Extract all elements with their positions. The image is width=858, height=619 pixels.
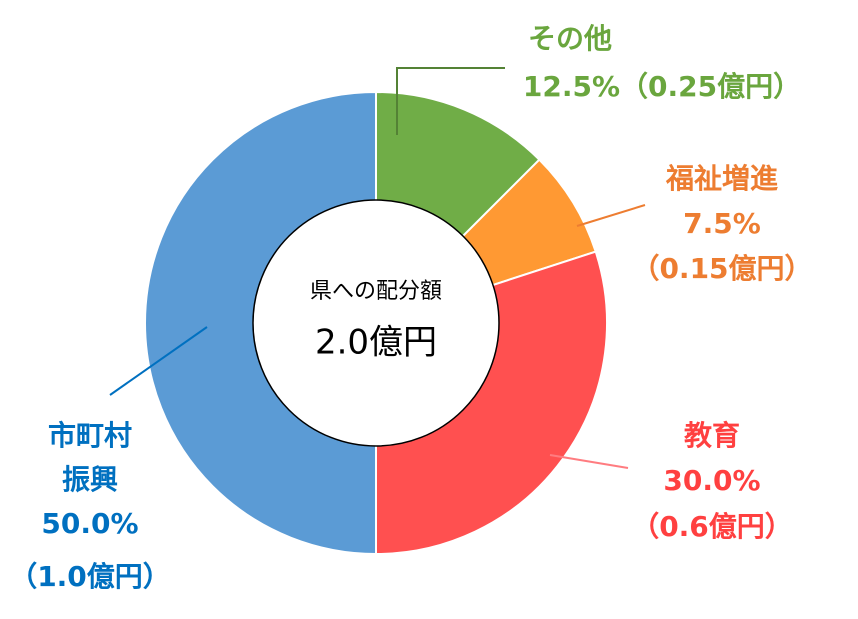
- category-label: 福祉増進: [665, 162, 778, 195]
- category-label: その他: [528, 22, 612, 55]
- leader-line: [109, 326, 208, 396]
- value-label: 12.5%（0.25億円）: [523, 70, 801, 103]
- amount-label: （0.6億円）: [631, 510, 793, 543]
- value-label: 12.5%: [523, 70, 620, 103]
- category-line: 振興: [62, 463, 118, 496]
- value-label: 50.0%: [41, 507, 138, 540]
- category-line: 市町村: [48, 419, 132, 452]
- amount-label: （1.0億円）: [9, 560, 171, 593]
- category-label: 教育: [684, 419, 740, 452]
- leader-line: [576, 204, 646, 227]
- leader-line: [396, 67, 505, 135]
- center-circle: [252, 199, 500, 447]
- leader-line: [549, 454, 629, 469]
- center-title: 県への配分額: [310, 279, 442, 304]
- amount-label: （0.25億円）: [620, 70, 801, 103]
- amount-label: （0.15億円）: [631, 252, 812, 285]
- center-value: 2.0億円: [315, 323, 437, 363]
- category-label: 市町村振興: [48, 419, 132, 496]
- value-label: 7.5%: [683, 207, 761, 240]
- value-label: 30.0%: [663, 464, 760, 497]
